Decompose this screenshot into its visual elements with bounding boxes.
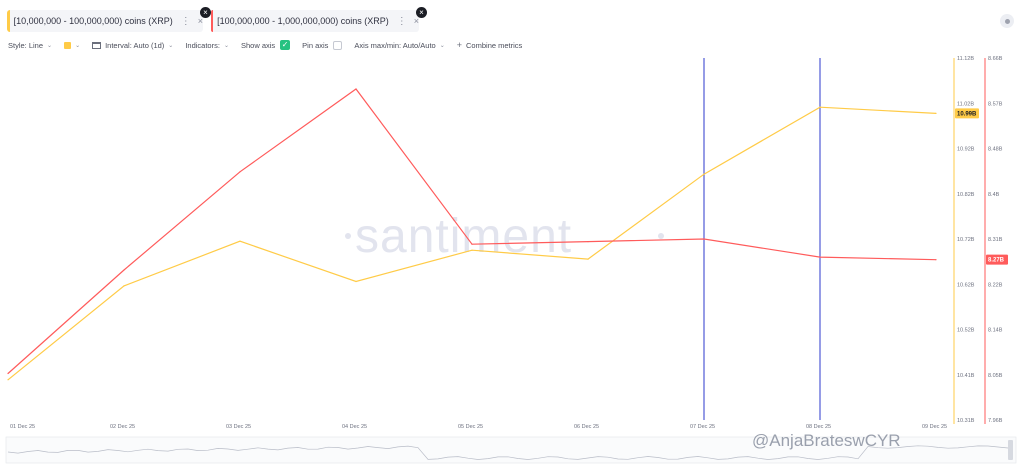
overlay-watermark-text: @AnjaBrateswCYR <box>752 431 901 450</box>
color-selector[interactable]: ⌄ <box>64 41 81 49</box>
chevron-down-icon: ⌄ <box>168 42 174 49</box>
axis-minmax-selector[interactable]: Axis max/min: Auto/Auto ⌄ <box>354 41 444 50</box>
series-point-1 <box>239 240 241 242</box>
x-tick-label: 08 Dec 25 <box>806 424 831 430</box>
plus-icon: + <box>456 40 463 50</box>
x-tick-label: 05 Dec 25 <box>458 424 483 430</box>
show-axis-toggle[interactable]: Show axis ✓ <box>240 40 291 50</box>
y-left-tick-label: 10.31B <box>957 418 975 424</box>
last-value-label-right: 8.27B <box>988 258 1005 264</box>
watermark-dot <box>658 233 664 239</box>
series-point-2 <box>819 256 821 258</box>
y-right-tick-label: 8.05B <box>988 373 1003 379</box>
series-point-2 <box>239 171 241 173</box>
chevron-down-icon: ⌄ <box>75 42 81 49</box>
y-left-tick-label: 10.52B <box>957 328 975 334</box>
style-selector[interactable]: Style: Line ⌄ <box>8 41 52 50</box>
series-point-1 <box>819 106 821 108</box>
x-tick-label: 09 Dec 25 <box>922 424 947 430</box>
navigator-sparkline <box>7 445 1009 460</box>
checkbox-unchecked-icon[interactable] <box>333 40 343 50</box>
santiment-watermark: santiment <box>345 210 664 263</box>
series-point-2 <box>7 372 9 375</box>
x-tick-label: 01 Dec 25 <box>10 424 35 430</box>
style-label: Style: Line <box>8 40 44 50</box>
y-left-tick-label: 11.02B <box>957 101 974 107</box>
last-value-badge-left <box>955 108 979 119</box>
y-left-tick-label: 10.92B <box>957 147 975 153</box>
combine-metrics-label: Combine metrics <box>466 40 523 50</box>
navigator-handle[interactable] <box>1008 440 1013 460</box>
last-value-label-left: 10.99B <box>957 111 977 117</box>
settings-icon[interactable] <box>1000 14 1014 28</box>
chevron-down-icon: ⌄ <box>439 42 445 49</box>
hide-metric-icon[interactable]: × <box>413 16 419 26</box>
metric-chip-1[interactable]: [10,000,000 - 100,000,000) coins (XRP) ⋮… <box>7 10 203 32</box>
x-tick-label: 06 Dec 25 <box>574 424 599 430</box>
y-right-tick-label: 8.57B <box>988 101 1003 107</box>
series-point-1 <box>935 112 937 114</box>
metric-label: [100,000,000 - 1,000,000,000) coins (XRP… <box>217 16 389 26</box>
y-right-tick-label: 8.4B <box>988 192 1000 198</box>
y-right-tick-label: 7.96B <box>988 418 1003 424</box>
series-point-2 <box>471 243 473 245</box>
watermark-dot <box>345 233 351 239</box>
x-tick-label: 04 Dec 25 <box>342 424 367 430</box>
y-right-tick-label: 8.22B <box>988 282 1003 288</box>
metric-label: [10,000,000 - 100,000,000) coins (XRP) <box>13 16 173 26</box>
pin-axis-label: Pin axis <box>302 40 329 50</box>
interval-selector[interactable]: Interval: Auto (1d) ⌄ <box>92 41 173 50</box>
y-right-tick-label: 8.48B <box>988 147 1003 153</box>
series-point-1 <box>7 379 9 381</box>
chart-toolbar: Style: Line ⌄ ⌄ Interval: Auto (1d) ⌄ In… <box>8 38 534 52</box>
y-left-tick-label: 11.12B <box>957 56 974 62</box>
last-value-badge-right <box>986 254 1008 265</box>
series-point-1 <box>123 285 125 287</box>
series-point-2 <box>703 238 705 240</box>
x-tick-label: 07 Dec 25 <box>690 424 715 430</box>
calendar-icon <box>92 41 102 49</box>
y-left-tick-label: 10.82B <box>957 192 975 198</box>
metric-chip-2[interactable]: [100,000,000 - 1,000,000,000) coins (XRP… <box>211 10 419 32</box>
y-right-tick-label: 8.31B <box>988 237 1003 243</box>
series-point-1 <box>471 249 473 251</box>
y-right-tick-label: 8.66B <box>988 56 1003 62</box>
combine-metrics-button[interactable]: + Combine metrics <box>457 40 523 50</box>
metric-color-swatch <box>211 10 214 32</box>
more-options-icon[interactable]: ⋮ <box>396 15 407 27</box>
metrics-bar: [10,000,000 - 100,000,000) coins (XRP) ⋮… <box>0 0 1024 34</box>
interval-label: Interval: Auto (1d) <box>105 40 165 50</box>
remove-metric-icon[interactable]: × <box>416 7 427 18</box>
color-swatch <box>64 41 72 49</box>
series-point-2 <box>355 88 357 90</box>
remove-metric-icon[interactable]: × <box>200 7 211 18</box>
navigator-minimap[interactable] <box>5 436 1017 464</box>
series-point-2 <box>123 269 125 271</box>
series-point-1 <box>703 173 705 175</box>
axis-minmax-label: Axis max/min: Auto/Auto <box>354 40 436 50</box>
x-tick-label: 03 Dec 25 <box>226 424 251 430</box>
pin-axis-toggle[interactable]: Pin axis <box>302 40 343 50</box>
indicators-selector[interactable]: Indicators: ⌄ <box>185 41 229 50</box>
metric-color-swatch <box>7 10 10 32</box>
series-point-1 <box>355 280 357 283</box>
x-tick-label: 02 Dec 25 <box>110 424 135 430</box>
more-options-icon[interactable]: ⋮ <box>180 15 191 27</box>
y-right-tick-label: 8.14B <box>988 328 1003 334</box>
hide-metric-icon[interactable]: × <box>197 16 203 26</box>
y-left-tick-label: 10.62B <box>957 282 975 288</box>
series-point-2 <box>935 259 937 261</box>
indicators-label: Indicators: <box>185 40 220 50</box>
series-point-2 <box>587 241 589 243</box>
checkbox-checked-icon[interactable]: ✓ <box>280 40 291 50</box>
y-left-tick-label: 10.72B <box>957 237 975 243</box>
chevron-down-icon: ⌄ <box>47 42 53 49</box>
chevron-down-icon: ⌄ <box>223 42 229 49</box>
watermark-text: santiment <box>355 210 572 263</box>
y-left-tick-label: 10.41B <box>957 373 975 379</box>
series-point-1 <box>587 258 589 260</box>
show-axis-label: Show axis <box>240 40 276 50</box>
